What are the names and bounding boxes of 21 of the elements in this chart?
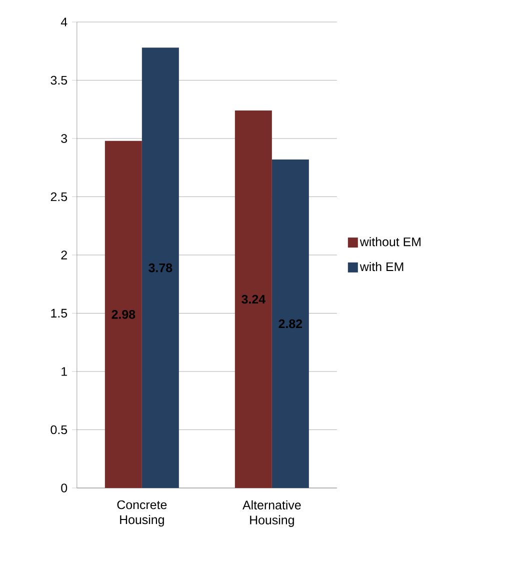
y-tick-label: 0 <box>61 484 68 492</box>
legend-label: with EM <box>360 262 404 272</box>
bar <box>272 159 309 488</box>
data-label: 2.98 <box>112 310 136 319</box>
legend-label: without EM <box>360 237 421 246</box>
y-tick-label: 4 <box>60 18 68 26</box>
x-tick-label: Alternative Housing <box>242 500 301 527</box>
bar <box>142 48 179 488</box>
y-tick-label: 0.5 <box>50 425 68 434</box>
bar <box>104 140 142 488</box>
y-tick-label: 2.5 <box>50 192 68 202</box>
bar <box>234 110 272 488</box>
data-label: 3.24 <box>242 294 266 304</box>
y-tick-label: 2 <box>61 250 67 260</box>
x-tick-label: Concrete Housing <box>117 500 167 527</box>
data-label: 3.78 <box>148 263 172 272</box>
y-tick-label: 3 <box>61 134 68 143</box>
y-tick-label: 1 <box>62 367 67 376</box>
data-label: 2.82 <box>278 319 302 328</box>
y-tick-label: 1.5 <box>51 308 68 318</box>
y-tick-label: 3.5 <box>50 76 68 85</box>
